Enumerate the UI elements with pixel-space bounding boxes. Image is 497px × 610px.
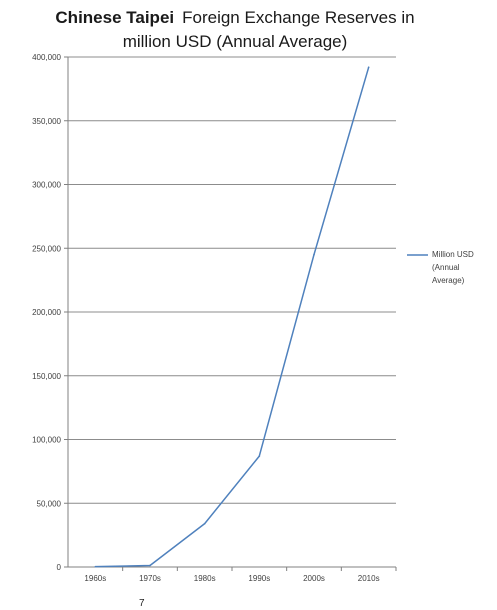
x-tick-label: 1960s [84,574,106,583]
legend: Million USD (Annual Average) [407,250,474,285]
x-tick-label: 1990s [248,574,270,583]
chart-title: Chinese Taipei Foreign Exchange Reserves … [0,6,470,54]
series-group [94,66,370,568]
data-point [258,455,261,457]
data-point [367,66,370,68]
x-tick-label: 2000s [303,574,325,583]
x-tick-label: 2010s [358,574,380,583]
gridlines [64,56,397,571]
chart-title-line-2: million USD (Annual Average) [122,32,348,51]
y-tick-label: 350,000 [32,117,61,126]
chart-title-bold: Chinese Taipei [55,8,175,27]
legend-label-line-2: (Annual [432,263,460,272]
y-tick-labels: 0 50,000 100,000 150,000 200,000 250,000 300,0… [32,53,61,572]
data-point [149,564,151,567]
chart-title-line-1: Chinese Taipei Foreign Exchange Reserves … [0,6,470,30]
y-tick-label: 50,000 [37,499,62,508]
legend-label-line-3: Average) [432,276,465,285]
x-tick-label: 1970s [139,574,161,583]
footnote: 7 [139,598,145,609]
x-tick-label: 1980s [194,574,216,583]
y-tick-label: 200,000 [32,308,61,317]
y-tick-label: 300,000 [32,181,61,190]
data-point [94,565,97,568]
y-tick-label: 150,000 [32,372,61,381]
legend-label-line-1: Million USD [432,250,474,259]
data-point [203,522,206,525]
x-tick-labels: 1960s 1970s 1980s 1990s 2000s 2010s [84,574,379,583]
y-tick-label: 0 [57,563,62,572]
y-tick-label: 250,000 [32,244,61,253]
chart-title-line-1-text: Foreign Exchange Reserves in [182,8,415,27]
data-point [313,253,315,256]
y-tick-label: 400,000 [32,53,61,62]
axes [67,57,396,568]
y-tick-label: 100,000 [32,436,61,445]
series-line [95,66,370,568]
